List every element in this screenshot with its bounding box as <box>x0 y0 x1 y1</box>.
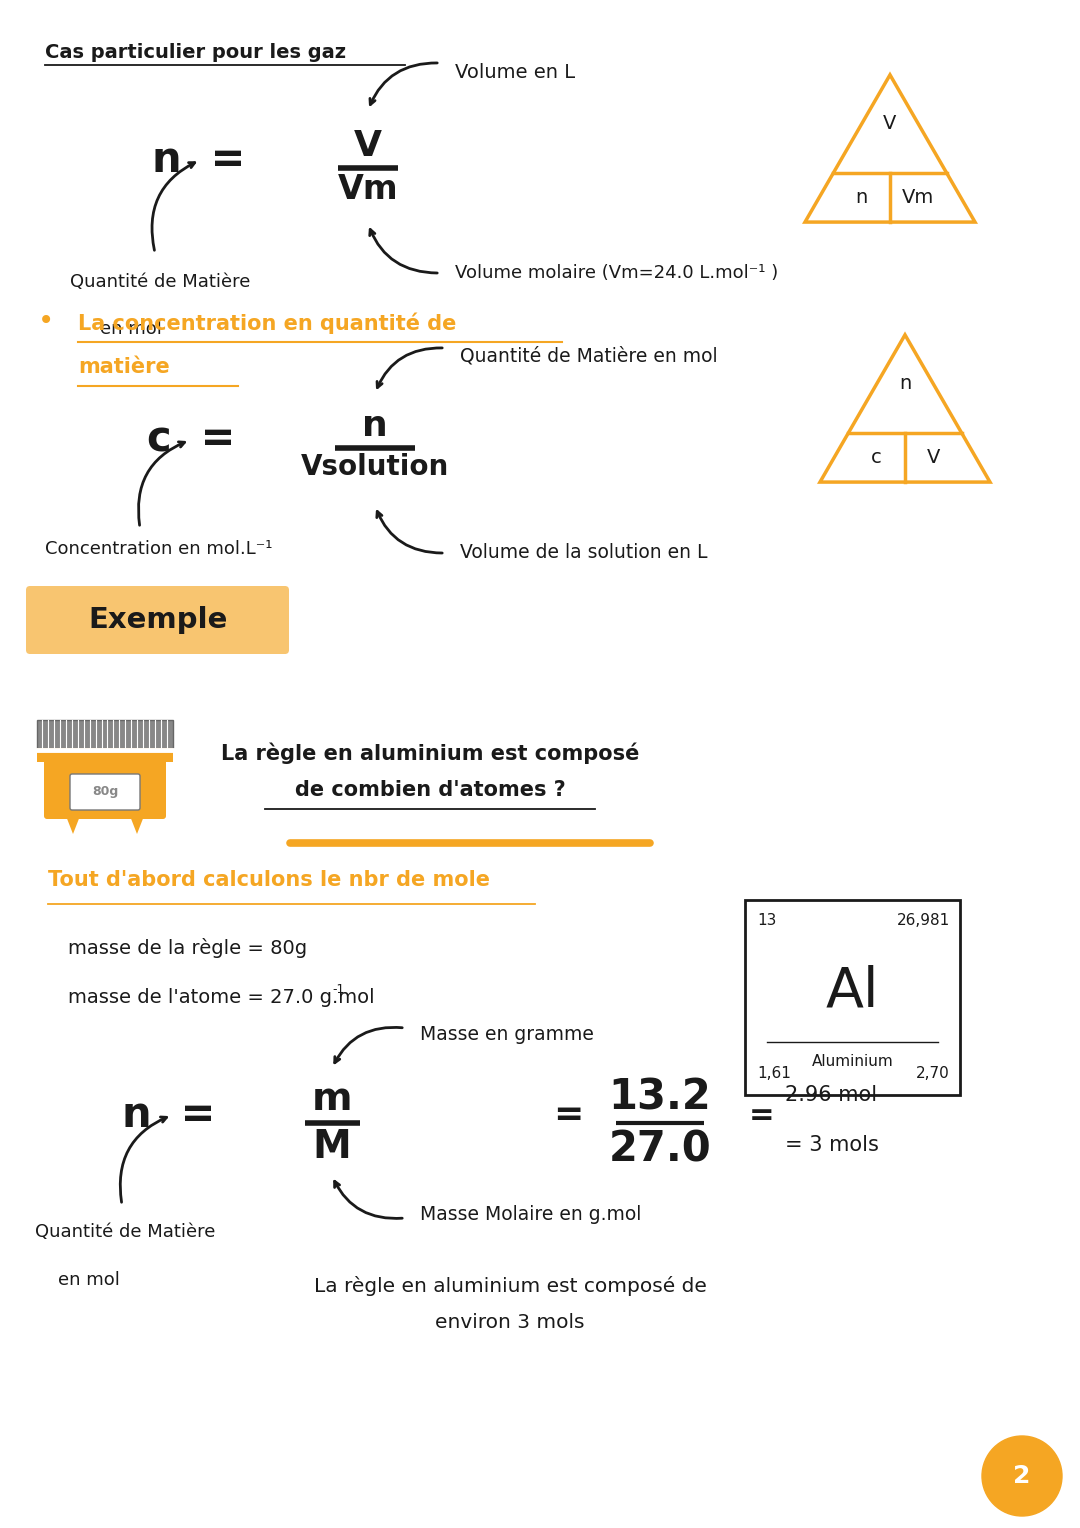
Text: •: • <box>38 307 54 335</box>
Text: 2: 2 <box>1013 1464 1030 1488</box>
Text: La concentration en quantité de: La concentration en quantité de <box>78 312 457 333</box>
FancyBboxPatch shape <box>44 756 166 819</box>
Text: Volume molaire (Vm=24.0 L.mol⁻¹ ): Volume molaire (Vm=24.0 L.mol⁻¹ ) <box>455 264 779 283</box>
Text: La règle en aluminium est composé de: La règle en aluminium est composé de <box>313 1276 706 1296</box>
Text: c: c <box>872 448 882 468</box>
Text: = 3 mols: = 3 mols <box>785 1135 879 1155</box>
Text: 80g: 80g <box>92 785 118 799</box>
FancyBboxPatch shape <box>745 900 960 1096</box>
Text: c  =: c = <box>147 419 235 461</box>
Text: Concentration en mol.L⁻¹: Concentration en mol.L⁻¹ <box>45 539 272 558</box>
Text: V: V <box>354 128 382 163</box>
Text: Aluminium: Aluminium <box>812 1054 893 1070</box>
Text: 1,61: 1,61 <box>757 1067 791 1080</box>
Text: Vm: Vm <box>902 188 934 206</box>
FancyBboxPatch shape <box>37 720 173 750</box>
Text: 2,70: 2,70 <box>916 1067 950 1080</box>
Text: m: m <box>312 1080 352 1118</box>
Text: Volume de la solution en L: Volume de la solution en L <box>460 544 707 562</box>
Text: 13: 13 <box>757 914 777 927</box>
FancyBboxPatch shape <box>70 775 140 810</box>
Text: masse de la règle = 80g: masse de la règle = 80g <box>68 938 307 958</box>
Text: n: n <box>855 188 868 206</box>
Circle shape <box>982 1436 1062 1516</box>
Polygon shape <box>130 816 144 834</box>
Text: =: = <box>553 1099 583 1132</box>
Text: V: V <box>883 115 896 133</box>
Text: Quantité de Matière: Quantité de Matière <box>70 274 251 290</box>
Text: La règle en aluminium est composé: La règle en aluminium est composé <box>220 743 639 764</box>
Text: V: V <box>927 448 940 468</box>
Text: masse de l'atome = 27.0 g.mol: masse de l'atome = 27.0 g.mol <box>68 989 375 1007</box>
Text: 13.2: 13.2 <box>609 1076 712 1118</box>
Text: 26,981: 26,981 <box>896 914 950 927</box>
Text: Cas particulier pour les gaz: Cas particulier pour les gaz <box>45 43 346 63</box>
Text: environ 3 mols: environ 3 mols <box>435 1314 584 1332</box>
Text: en mol: en mol <box>58 1271 120 1290</box>
Text: en mol: en mol <box>100 319 162 338</box>
Text: n  =: n = <box>151 139 245 180</box>
Text: Volume en L: Volume en L <box>455 64 576 83</box>
Text: Tout d'abord calculons le nbr de mole: Tout d'abord calculons le nbr de mole <box>48 869 490 889</box>
FancyBboxPatch shape <box>26 587 289 654</box>
Text: matière: matière <box>78 358 170 377</box>
Text: Vsolution: Vsolution <box>301 452 449 481</box>
Polygon shape <box>66 816 80 834</box>
Text: Exemple: Exemple <box>89 607 228 634</box>
Text: de combien d'atomes ?: de combien d'atomes ? <box>295 779 565 801</box>
FancyBboxPatch shape <box>37 749 173 762</box>
Text: n  =: n = <box>122 1094 215 1135</box>
Text: =: = <box>750 1100 774 1129</box>
Text: Vm: Vm <box>338 173 399 206</box>
Text: M: M <box>312 1128 351 1166</box>
Text: 2.96 mol: 2.96 mol <box>785 1085 877 1105</box>
Text: Quantité de Matière en mol: Quantité de Matière en mol <box>460 347 717 365</box>
Text: -1: -1 <box>332 984 345 996</box>
Text: n: n <box>899 374 912 393</box>
Text: n: n <box>362 410 388 443</box>
Text: 27.0: 27.0 <box>609 1128 712 1170</box>
Text: Quantité de Matière: Quantité de Matière <box>35 1222 215 1241</box>
Text: Masse Molaire en g.mol: Masse Molaire en g.mol <box>420 1206 642 1224</box>
Text: Masse en gramme: Masse en gramme <box>420 1025 594 1045</box>
Text: Al: Al <box>826 964 879 1019</box>
